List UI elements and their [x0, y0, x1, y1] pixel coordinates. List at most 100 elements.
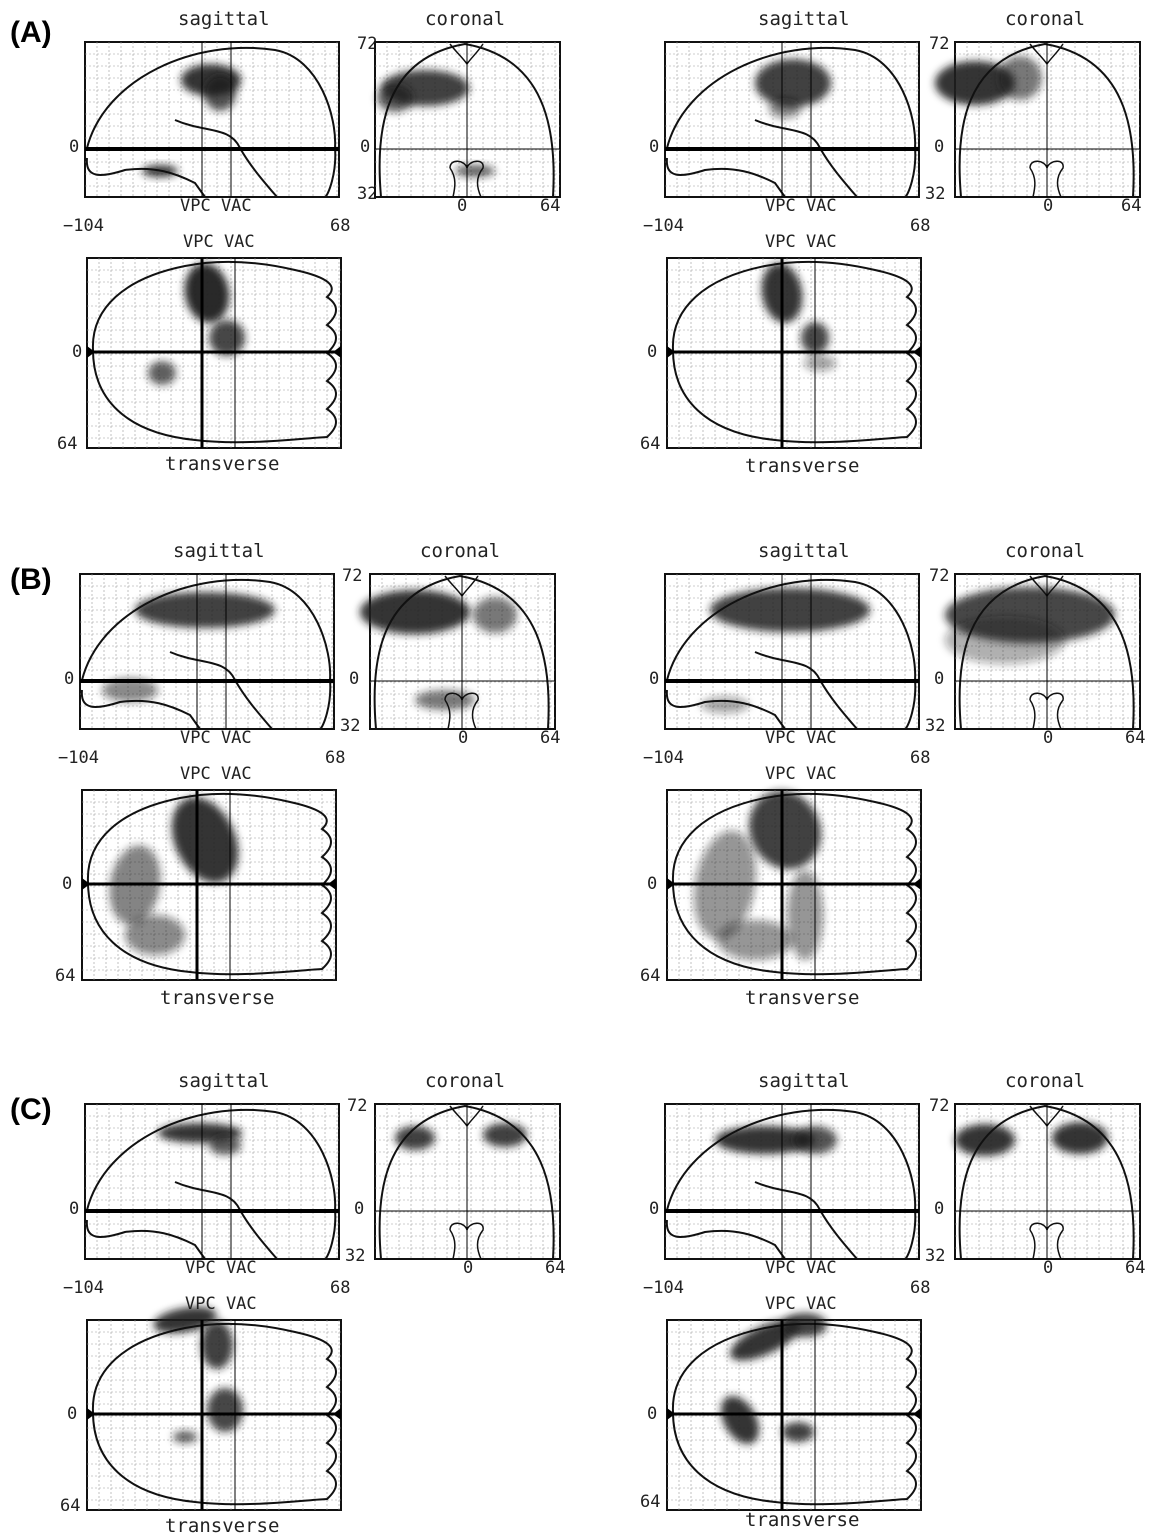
sagittal-view [84, 1103, 340, 1260]
x-max-label: 68 [330, 216, 351, 236]
transverse-right-arrow [333, 1408, 341, 1420]
panel-letter-c: (C) [10, 1093, 52, 1126]
transverse-left-arrow [667, 1408, 675, 1420]
activation-blob [749, 790, 821, 870]
coronal-title: coronal [425, 8, 506, 30]
ref-label-sagittal: VPC VAC [180, 728, 252, 748]
ref-label-transverse: VPC VAC [183, 232, 255, 252]
x-min-label: −104 [643, 748, 684, 768]
sagittal-brainstem-outline [85, 157, 206, 198]
transverse-view [666, 1313, 922, 1511]
activation-blob [782, 1422, 814, 1442]
sagittal-brain-outline [666, 578, 917, 730]
tr-bottom-label: 64 [60, 1496, 81, 1516]
activation-blob [184, 263, 230, 323]
activation-blob [804, 355, 836, 371]
coronal-brain-outline [958, 42, 1135, 198]
sagittal-view [664, 1103, 920, 1260]
glass-brain-drawing [664, 41, 1141, 449]
activation-blob [204, 75, 236, 111]
activation-blob [769, 98, 801, 118]
ref-label-sagittal: VPC VAC [765, 1258, 837, 1278]
transverse-view [86, 257, 342, 449]
transverse-right-arrow [913, 1408, 921, 1420]
tr-zero-label: 0 [647, 1404, 658, 1424]
glass-brain-b-left: sagittal coronal 72 0 0 32 VPC VAC 0 64 … [40, 540, 560, 1010]
transverse-right-arrow [333, 346, 341, 358]
activation-blob [783, 1313, 827, 1337]
ref-label-sagittal: VPC VAC [185, 1258, 257, 1278]
sagittal-brain-outline [666, 1108, 917, 1260]
activation-blob [1052, 1122, 1108, 1154]
transverse-right-arrow [913, 878, 921, 890]
tr-zero-label: 0 [67, 1404, 78, 1424]
panel-letter-b: (B) [10, 563, 52, 596]
activation-blob [201, 1321, 233, 1369]
ref-label-transverse: VPC VAC [765, 232, 837, 252]
sagittal-title: sagittal [758, 540, 850, 562]
transverse-view [86, 1306, 342, 1511]
transverse-title: transverse [165, 1515, 280, 1537]
activation-blob [787, 870, 823, 960]
coronal-brainstem [449, 1222, 484, 1260]
coronal-view [374, 41, 561, 198]
sagittal-brainstem-outline [85, 1219, 206, 1260]
glass-brain-drawing [84, 41, 561, 449]
z-top-label: 72 [357, 34, 378, 54]
coronal-brain-outline [373, 574, 550, 730]
glass-brain-b-right: sagittal coronal 72 0 0 32 VPC VAC 0 64 … [625, 540, 1145, 1010]
coronal-brainstem [1029, 1222, 1064, 1260]
coronal-title: coronal [425, 1070, 506, 1092]
coronal-view [935, 41, 1141, 198]
activation-blob [102, 678, 158, 702]
z-zero-label: 0 [649, 137, 660, 157]
z-bottom-label: 32 [340, 716, 361, 736]
x-min-label: −104 [58, 748, 99, 768]
glass-brain-c-left: sagittal coronal 72 0 0 32 VPC VAC 0 64 … [45, 1070, 565, 1540]
coronal-view [360, 573, 556, 730]
x-min-label: −104 [63, 216, 104, 236]
coronal-brain-outline [958, 1104, 1135, 1260]
cor-z-zero-label: 0 [934, 669, 945, 689]
transverse-left-arrow [87, 1408, 95, 1420]
activation-blob [207, 1388, 243, 1432]
coronal-title: coronal [1005, 1070, 1086, 1092]
transverse-view [666, 257, 922, 449]
z-top-label: 72 [342, 566, 363, 586]
coronal-brain-outline [378, 42, 555, 198]
coronal-zero-label: 0 [1043, 196, 1054, 216]
activation-blob [455, 165, 495, 177]
coronal-right-label: 64 [1125, 1258, 1146, 1278]
z-top-label: 72 [347, 1096, 368, 1116]
sagittal-brainstem-outline [665, 1219, 786, 1260]
ref-label-sagittal: VPC VAC [765, 196, 837, 216]
coronal-brainstem [444, 692, 479, 730]
z-zero-label: 0 [69, 137, 80, 157]
sagittal-brain-outline [666, 46, 917, 198]
coronal-view [954, 1103, 1141, 1260]
transverse-title: transverse [745, 1509, 860, 1531]
activation-blob [715, 1126, 815, 1154]
activation-blob [360, 590, 470, 634]
activation-blob [377, 84, 413, 112]
tr-bottom-label: 64 [640, 434, 661, 454]
tr-bottom-label: 64 [57, 434, 78, 454]
coronal-view [374, 1103, 561, 1260]
x-max-label: 68 [910, 216, 931, 236]
transverse-left-arrow [667, 878, 675, 890]
cor-z-zero-label: 0 [934, 137, 945, 157]
sagittal-brain-outline [86, 1108, 337, 1260]
tr-zero-label: 0 [647, 874, 658, 894]
glass-brain-c-right: sagittal coronal 72 0 0 32 VPC VAC 0 64 … [625, 1070, 1145, 1532]
coronal-right-label: 64 [1125, 728, 1146, 748]
glass-brain-drawing [664, 1103, 1141, 1511]
transverse-view [81, 789, 337, 981]
cor-z-zero-label: 0 [360, 137, 371, 157]
ref-label-sagittal: VPC VAC [765, 728, 837, 748]
transverse-right-arrow [328, 878, 336, 890]
coronal-zero-label: 0 [1043, 728, 1054, 748]
tr-bottom-label: 64 [640, 966, 661, 986]
activation-blob [721, 1396, 759, 1444]
coronal-brainstem [1029, 160, 1064, 198]
coronal-zero-label: 0 [1043, 1258, 1054, 1278]
